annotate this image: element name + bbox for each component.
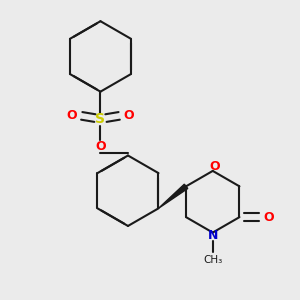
Text: O: O xyxy=(210,160,220,173)
Polygon shape xyxy=(158,184,188,208)
Text: N: N xyxy=(208,230,218,242)
Text: O: O xyxy=(95,140,106,153)
Text: CH₃: CH₃ xyxy=(203,255,222,265)
Text: S: S xyxy=(95,112,106,126)
Text: O: O xyxy=(67,110,77,122)
Text: O: O xyxy=(124,110,134,122)
Text: O: O xyxy=(264,211,274,224)
